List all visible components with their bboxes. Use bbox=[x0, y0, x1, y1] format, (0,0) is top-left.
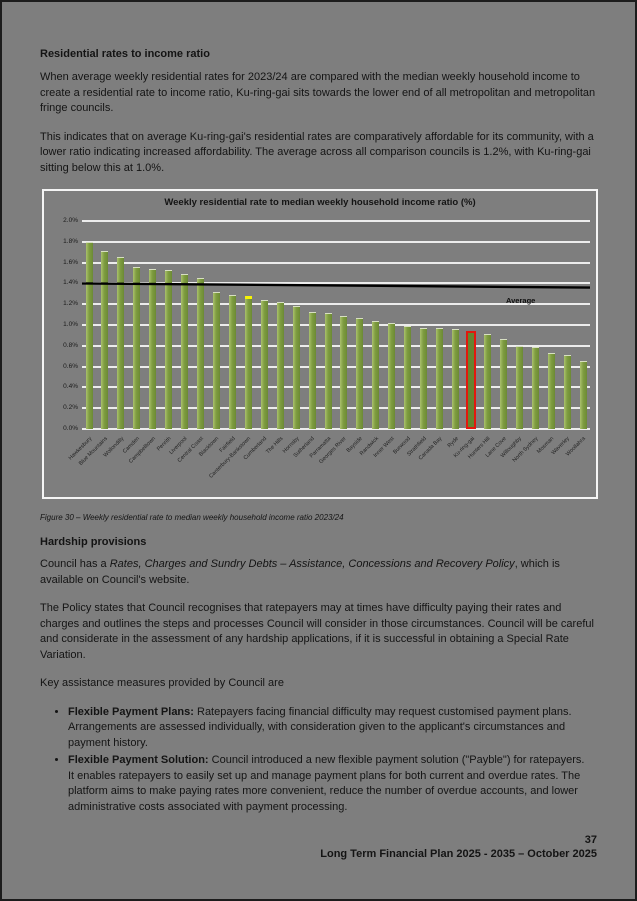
bar bbox=[292, 307, 300, 429]
gridline bbox=[82, 407, 590, 410]
yellow-cap-highlight bbox=[244, 295, 252, 299]
bar bbox=[483, 335, 491, 429]
bar bbox=[436, 329, 444, 429]
bar bbox=[452, 330, 460, 429]
bar bbox=[563, 356, 571, 429]
bar bbox=[149, 269, 157, 429]
x-axis-tick-label-text: The Hills bbox=[264, 435, 285, 456]
bar bbox=[531, 347, 539, 429]
bar bbox=[340, 316, 348, 429]
y-axis-tick-label: 0.4% bbox=[63, 383, 78, 391]
bar bbox=[404, 327, 412, 429]
bar bbox=[420, 329, 428, 429]
gridline bbox=[82, 365, 590, 368]
gridline bbox=[82, 220, 590, 222]
bar-highlighted-ku-ring-gai bbox=[466, 331, 477, 429]
footer-doc-title: Long Term Financial Plan 2025 - 2035 – O… bbox=[320, 848, 597, 860]
footer-page-number: 37 bbox=[584, 834, 597, 846]
y-axis-tick-label: 0.8% bbox=[63, 341, 78, 349]
bar bbox=[372, 321, 380, 429]
bar bbox=[499, 339, 507, 429]
paragraph-policy-states: The Policy states that Council recognise… bbox=[40, 602, 594, 661]
average-line-label: Average bbox=[506, 295, 536, 305]
bar bbox=[244, 295, 252, 429]
gridline bbox=[82, 303, 590, 306]
gridline bbox=[82, 261, 590, 264]
section-heading-residential-rates: Residential rates to income ratio bbox=[40, 48, 210, 60]
gridline bbox=[82, 282, 590, 285]
bar bbox=[133, 267, 141, 429]
bullet-text: Ratepayers facing financial difficulty m… bbox=[68, 705, 572, 749]
bullet-flexible-payment-plans: Flexible Payment Plans: Ratepayers facin… bbox=[68, 705, 588, 752]
page-footer: 37 Long Term Financial Plan 2025 - 2035 … bbox=[320, 833, 597, 861]
gridline bbox=[82, 344, 590, 347]
bar bbox=[165, 270, 173, 429]
policy-paragraph-post: , which is available on Council's websit… bbox=[40, 558, 560, 586]
bullet-lead: Flexible Payment Solution: bbox=[68, 754, 209, 766]
bar bbox=[85, 242, 93, 429]
policy-name-italic: Rates, Charges and Sundry Debts – Assist… bbox=[109, 558, 515, 570]
gridline bbox=[82, 386, 590, 389]
bullet-text: Council introduced a new flexible paymen… bbox=[68, 754, 585, 813]
paragraph-key-measures: Key assistance measures provided by Coun… bbox=[40, 677, 284, 689]
figure-caption: Figure 30 – Weekly residential rate to m… bbox=[40, 513, 344, 522]
gridline bbox=[82, 324, 590, 326]
bullet-flexible-payment-solution: Flexible Payment Solution: Council intro… bbox=[68, 753, 588, 815]
x-axis-tick-label-text: Ryde bbox=[446, 435, 460, 450]
y-axis-tick-label: 0.0% bbox=[63, 425, 78, 432]
bar bbox=[117, 258, 125, 429]
section-heading-hardship: Hardship provisions bbox=[40, 536, 147, 548]
y-axis-tick-label: 0.2% bbox=[63, 404, 78, 412]
bar bbox=[579, 362, 587, 429]
chart-plot-area: 2.0% 1.8% 1.6% 1.4% 1.2% 1.0% 0.8% 0.6% 0.4% 0.2%… bbox=[63, 217, 591, 480]
paragraph-affordability: This indicates that on average Ku-ring-g… bbox=[40, 130, 594, 174]
y-axis-tick-label: 1.6% bbox=[63, 258, 78, 266]
bar bbox=[515, 346, 523, 429]
bar-chart: Weekly residential rate to median weekly… bbox=[42, 189, 598, 499]
y-axis-tick-label: 1.0% bbox=[63, 321, 78, 328]
assistance-measures-list: Flexible Payment Plans: Ratepayers facin… bbox=[54, 705, 588, 816]
y-axis-tick-label: 1.8% bbox=[63, 237, 78, 245]
bar bbox=[101, 252, 109, 429]
bar bbox=[547, 354, 555, 429]
policy-paragraph-pre: Council has a bbox=[40, 558, 110, 570]
bar bbox=[308, 312, 316, 429]
bar bbox=[228, 295, 236, 429]
paragraph-rates-comparison: When average weekly residential rates fo… bbox=[40, 71, 596, 114]
bar bbox=[276, 303, 284, 429]
policy-paragraph: Council has a Rates, Charges and Sundry … bbox=[40, 557, 602, 588]
y-axis-tick-label: 0.6% bbox=[63, 362, 78, 370]
bar bbox=[388, 323, 396, 429]
bar bbox=[197, 279, 205, 429]
bar bbox=[181, 275, 189, 429]
bar bbox=[212, 292, 220, 429]
gridline bbox=[82, 428, 590, 430]
bar bbox=[324, 313, 332, 429]
y-axis-tick-label: 2.0% bbox=[63, 217, 78, 224]
bar bbox=[356, 318, 364, 429]
chart-title: Weekly residential rate to median weekly… bbox=[164, 197, 476, 208]
y-axis-tick-label: 1.2% bbox=[63, 300, 78, 308]
bar bbox=[260, 301, 268, 429]
y-axis-tick-label: 1.4% bbox=[63, 279, 78, 287]
bullet-lead: Flexible Payment Plans: bbox=[68, 705, 194, 718]
page-content: Residential rates to income ratio When a… bbox=[2, 2, 635, 815]
gridline bbox=[82, 240, 590, 243]
